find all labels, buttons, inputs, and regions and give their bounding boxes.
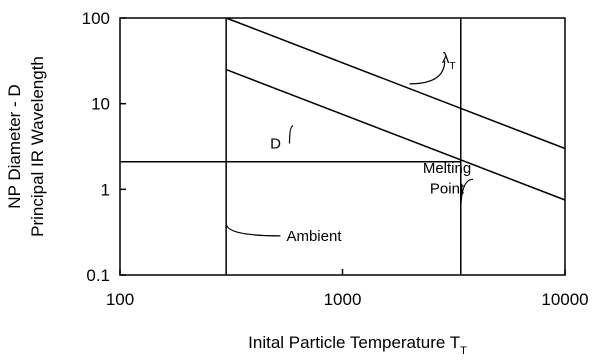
y-tick-label: 0.1: [86, 266, 110, 285]
y-tick-label: 10: [91, 95, 110, 114]
x-axis-title: Inital Particle Temperature TT: [248, 333, 467, 357]
x-tick-label: 100: [106, 290, 134, 309]
x-tick-label: 1000: [324, 290, 362, 309]
y-tick-label: 1: [101, 180, 110, 199]
y-tick-label: 100: [82, 9, 110, 28]
annotation-melting-label-1: Melting: [423, 160, 471, 177]
plot-area: [119, 17, 566, 276]
annotation-pointer-d-label: [288, 125, 294, 144]
annotation-pointer-melting-label-2: [460, 178, 474, 212]
annotation-pointer-lambda-label: [409, 60, 446, 85]
y-axis-title-line-2: Principal IR Wavelength: [28, 56, 47, 237]
annotation-ambient-label: Ambient: [286, 228, 342, 245]
annotation-d-label: D: [270, 135, 281, 152]
series-line-D: [225, 68, 566, 201]
annotation-melting-label-2: Point: [430, 180, 465, 197]
y-axis-title-line-1: NP Diameter - D: [5, 84, 24, 208]
series-line-lambda: [225, 17, 566, 150]
x-tick-label: 10000: [541, 290, 588, 309]
annotation-pointer-ambient-label: [225, 223, 281, 237]
